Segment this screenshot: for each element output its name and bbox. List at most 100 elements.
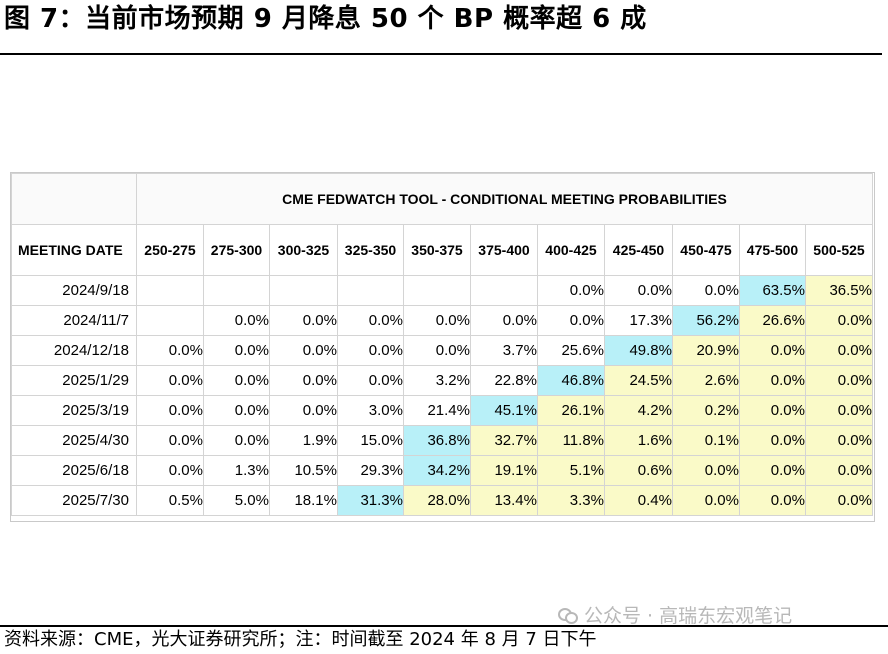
table-body: 2024/9/18 0.0% 0.0% 0.0% 63.5% 36.5% 2024/11/7… bbox=[11, 275, 873, 516]
probability-cell: 0.0% bbox=[672, 455, 740, 486]
column-header: 475-500 bbox=[739, 224, 806, 276]
fedwatch-probability-table: CME FEDWATCH TOOL - CONDITIONAL MEETING … bbox=[11, 173, 873, 516]
meeting-date-cell: 2024/12/18 bbox=[11, 335, 137, 366]
probability-cell: 0.0% bbox=[136, 455, 204, 486]
table-row: 2025/4/30 0.0% 0.0% 1.9% 15.0% 36.8% 32.7% 11.8… bbox=[11, 425, 873, 456]
column-header: 500-525 bbox=[805, 224, 873, 276]
probability-cell: 0.0% bbox=[739, 395, 806, 426]
probability-cell: 0.0% bbox=[203, 395, 270, 426]
probability-cell: 18.1% bbox=[269, 485, 338, 516]
probability-cell bbox=[203, 275, 270, 306]
probability-cell: 0.0% bbox=[269, 365, 338, 396]
probability-cell: 0.0% bbox=[203, 305, 270, 336]
column-header: 450-475 bbox=[672, 224, 740, 276]
probability-cell: 0.0% bbox=[203, 365, 270, 396]
probability-cell: 15.0% bbox=[337, 425, 404, 456]
probability-cell: 26.6% bbox=[739, 305, 806, 336]
probability-cell: 0.0% bbox=[269, 305, 338, 336]
column-header-row: MEETING DATE 250-275 275-300 300-325 325-35… bbox=[11, 224, 873, 276]
probability-cell: 20.9% bbox=[672, 335, 740, 366]
probability-cell: 0.0% bbox=[739, 335, 806, 366]
probability-cell: 26.1% bbox=[537, 395, 605, 426]
table-row: 2025/3/19 0.0% 0.0% 0.0% 3.0% 21.4% 45.1% 26.1%… bbox=[11, 395, 873, 426]
probability-cell: 3.2% bbox=[403, 365, 471, 396]
probability-cell: 3.3% bbox=[537, 485, 605, 516]
source-note: 资料来源：CME，光大证券研究所；注：时间截至 2024 年 8 月 7 日下午 bbox=[4, 629, 597, 650]
probability-cell: 1.9% bbox=[269, 425, 338, 456]
probability-cell: 4.2% bbox=[604, 395, 673, 426]
probability-cell: 25.6% bbox=[537, 335, 605, 366]
probability-cell: 0.5% bbox=[136, 485, 204, 516]
probability-cell: 13.4% bbox=[470, 485, 538, 516]
probability-cell: 0.0% bbox=[739, 425, 806, 456]
probability-cell: 0.0% bbox=[604, 275, 673, 306]
probability-cell: 0.0% bbox=[269, 395, 338, 426]
caption-corner bbox=[11, 173, 137, 225]
probability-cell: 29.3% bbox=[337, 455, 404, 486]
probability-cell: 0.0% bbox=[136, 425, 204, 456]
probability-cell: 0.0% bbox=[136, 335, 204, 366]
probability-cell: 0.0% bbox=[805, 395, 873, 426]
probability-cell: 0.0% bbox=[203, 335, 270, 366]
probability-cell: 3.7% bbox=[470, 335, 538, 366]
probability-cell: 0.2% bbox=[672, 395, 740, 426]
probability-cell: 0.0% bbox=[805, 455, 873, 486]
probability-cell bbox=[470, 275, 538, 306]
watermark-text: 公众号 · 高瑞东宏观笔记 bbox=[584, 605, 793, 627]
meeting-date-cell: 2025/7/30 bbox=[11, 485, 137, 516]
caption-row: CME FEDWATCH TOOL - CONDITIONAL MEETING … bbox=[11, 173, 873, 225]
wechat-icon bbox=[558, 608, 578, 624]
column-header: 325-350 bbox=[337, 224, 404, 276]
probability-cell: 0.0% bbox=[537, 305, 605, 336]
table-row: 2024/12/18 0.0% 0.0% 0.0% 0.0% 0.0% 3.7% 25.6% 4… bbox=[11, 335, 873, 366]
probability-cell: 5.1% bbox=[537, 455, 605, 486]
column-header: 275-300 bbox=[203, 224, 270, 276]
probability-cell: 0.0% bbox=[805, 335, 873, 366]
probability-cell: 49.8% bbox=[604, 335, 673, 366]
probability-cell: 0.6% bbox=[604, 455, 673, 486]
probability-cell: 0.0% bbox=[337, 305, 404, 336]
probability-cell: 5.0% bbox=[203, 485, 270, 516]
probability-cell bbox=[136, 305, 204, 336]
column-header: 300-325 bbox=[269, 224, 338, 276]
figure-title: 图 7：当前市场预期 9 月降息 50 个 BP 概率超 6 成 bbox=[4, 4, 647, 34]
probability-cell: 36.8% bbox=[403, 425, 471, 456]
probability-cell: 34.2% bbox=[403, 455, 471, 486]
probability-cell: 36.5% bbox=[805, 275, 873, 306]
probability-cell: 56.2% bbox=[672, 305, 740, 336]
meeting-date-header: MEETING DATE bbox=[11, 224, 137, 276]
meeting-date-cell: 2025/3/19 bbox=[11, 395, 137, 426]
probability-cell: 1.6% bbox=[604, 425, 673, 456]
probability-cell: 32.7% bbox=[470, 425, 538, 456]
table-row: 2025/1/29 0.0% 0.0% 0.0% 0.0% 3.2% 22.8% 46.8% 2… bbox=[11, 365, 873, 396]
probability-cell: 0.0% bbox=[136, 395, 204, 426]
watermark: 公众号 · 高瑞东宏观笔记 bbox=[558, 604, 792, 628]
probability-cell: 11.8% bbox=[537, 425, 605, 456]
probability-cell: 0.0% bbox=[269, 335, 338, 366]
probability-cell: 0.0% bbox=[805, 425, 873, 456]
probability-cell: 0.0% bbox=[403, 305, 471, 336]
probability-cell: 3.0% bbox=[337, 395, 404, 426]
probability-cell: 28.0% bbox=[403, 485, 471, 516]
probability-cell: 46.8% bbox=[537, 365, 605, 396]
probability-cell: 0.0% bbox=[739, 365, 806, 396]
probability-cell: 0.0% bbox=[470, 305, 538, 336]
probability-cell: 0.1% bbox=[672, 425, 740, 456]
probability-cell: 0.4% bbox=[604, 485, 673, 516]
fedwatch-table-frame: CME FEDWATCH TOOL - CONDITIONAL MEETING … bbox=[10, 172, 875, 522]
probability-cell: 0.0% bbox=[672, 275, 740, 306]
probability-cell: 31.3% bbox=[337, 485, 404, 516]
meeting-date-cell: 2025/6/18 bbox=[11, 455, 137, 486]
meeting-date-cell: 2024/11/7 bbox=[11, 305, 137, 336]
probability-cell: 0.0% bbox=[672, 485, 740, 516]
column-header: 400-425 bbox=[537, 224, 605, 276]
probability-cell: 0.0% bbox=[537, 275, 605, 306]
table-row: 2025/6/18 0.0% 1.3% 10.5% 29.3% 34.2% 19.1% 5.1… bbox=[11, 455, 873, 486]
probability-cell: 17.3% bbox=[604, 305, 673, 336]
probability-cell: 0.0% bbox=[739, 455, 806, 486]
probability-cell: 0.0% bbox=[403, 335, 471, 366]
probability-cell: 21.4% bbox=[403, 395, 471, 426]
column-header: 350-375 bbox=[403, 224, 471, 276]
probability-cell: 63.5% bbox=[739, 275, 806, 306]
table-row: 2024/11/7 0.0% 0.0% 0.0% 0.0% 0.0% 0.0% 17.3% 56… bbox=[11, 305, 873, 336]
